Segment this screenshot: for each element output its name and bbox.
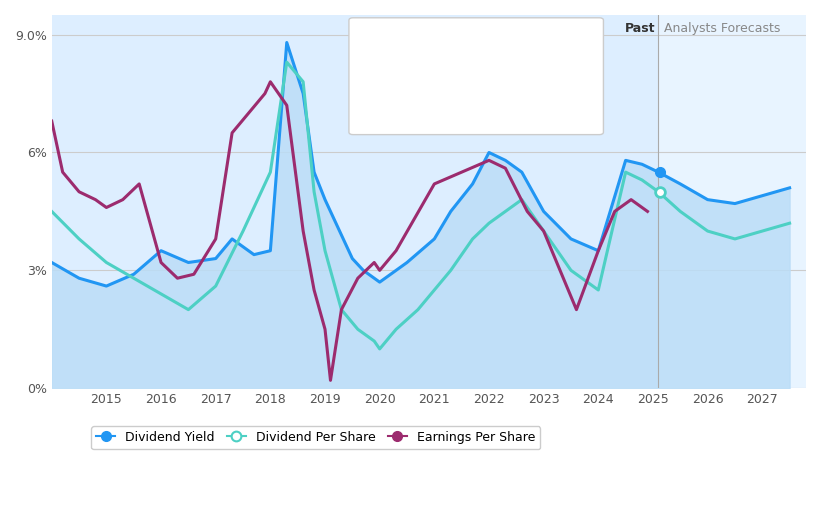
Text: 5.5% /yr: 5.5% /yr: [474, 47, 525, 57]
Text: No data: No data: [474, 87, 517, 98]
Legend: Dividend Yield, Dividend Per Share, Earnings Per Share: Dividend Yield, Dividend Per Share, Earn…: [91, 426, 540, 449]
Text: Dividend Yield: Dividend Yield: [363, 47, 443, 57]
Text: Earnings Per Share: Earnings Per Share: [363, 87, 469, 98]
FancyBboxPatch shape: [349, 18, 603, 135]
Bar: [658, 15, 806, 388]
Text: Analysts Forecasts: Analysts Forecasts: [664, 22, 780, 36]
Text: Past: Past: [626, 22, 656, 36]
Text: Feb 15 2025: Feb 15 2025: [363, 26, 450, 40]
Text: Dividend Per Share: Dividend Per Share: [363, 67, 470, 77]
Text: JP¥28.000 /yr: JP¥28.000 /yr: [474, 67, 557, 77]
